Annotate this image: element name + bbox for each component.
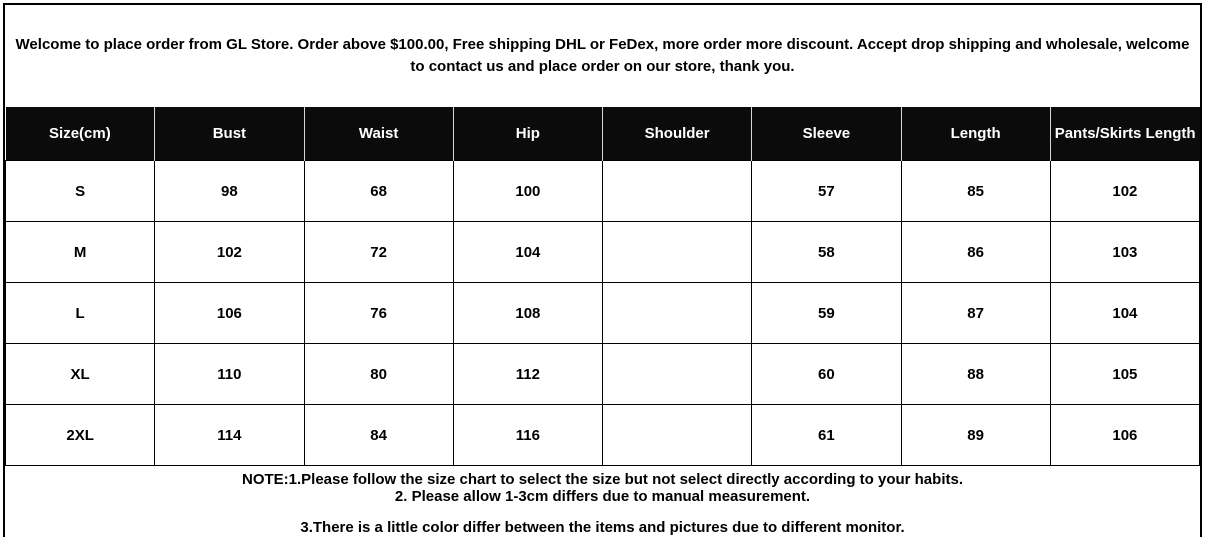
- cell-pants-skirts-length: 106: [1049, 404, 1201, 466]
- col-header-length: Length: [901, 107, 1051, 161]
- table-row-2xl: 2XL 114 84 116 61 89 106: [4, 404, 1201, 466]
- header-row: Size(cm) Bust Waist Hip Shoulder Sleeve …: [5, 107, 1200, 161]
- cell-length: 89: [900, 404, 1051, 466]
- cell-sleeve: 58: [751, 221, 902, 283]
- cell-hip: 100: [452, 160, 604, 222]
- col-header-size: Size(cm): [5, 107, 156, 161]
- table-row-l: L 106 76 108 59 87 104: [4, 282, 1201, 344]
- note-line-3: 3.There is a little color differ between…: [300, 519, 905, 536]
- cell-shoulder: [601, 343, 753, 405]
- cell-hip: 104: [452, 221, 604, 283]
- cell-size: 2XL: [4, 404, 156, 466]
- cell-size: XL: [4, 343, 156, 405]
- cell-sleeve: 57: [751, 160, 902, 222]
- cell-shoulder: [601, 160, 753, 222]
- col-header-shoulder: Shoulder: [602, 107, 753, 161]
- cell-size: S: [4, 160, 156, 222]
- cell-pants-skirts-length: 105: [1049, 343, 1201, 405]
- welcome-text: Welcome to place order from GL Store. Or…: [15, 36, 1190, 75]
- cell-sleeve: 60: [751, 343, 902, 405]
- table-row-m: M 102 72 104 58 86 103: [4, 221, 1201, 283]
- cell-pants-skirts-length: 103: [1049, 221, 1201, 283]
- cell-hip: 112: [452, 343, 604, 405]
- cell-sleeve: 61: [751, 404, 902, 466]
- cell-size: M: [4, 221, 156, 283]
- welcome-banner: Welcome to place order from GL Store. Or…: [5, 5, 1200, 107]
- col-header-hip: Hip: [453, 107, 604, 161]
- cell-shoulder: [601, 282, 753, 344]
- cell-pants-skirts-length: 104: [1049, 282, 1201, 344]
- cell-bust: 98: [154, 160, 305, 222]
- table-row-xl: XL 110 80 112 60 88 105: [4, 343, 1201, 405]
- note-line-1: NOTE:1.Please follow the size chart to s…: [241, 471, 963, 488]
- cell-shoulder: [601, 221, 753, 283]
- cell-length: 87: [900, 282, 1051, 344]
- cell-hip: 108: [452, 282, 604, 344]
- cell-waist: 76: [303, 282, 454, 344]
- cell-sleeve: 59: [751, 282, 902, 344]
- cell-waist: 68: [303, 160, 454, 222]
- cell-pants-skirts-length: 102: [1049, 160, 1201, 222]
- cell-bust: 110: [154, 343, 305, 405]
- cell-waist: 72: [303, 221, 454, 283]
- cell-shoulder: [601, 404, 753, 466]
- table-header: Size(cm) Bust Waist Hip Shoulder Sleeve …: [5, 107, 1200, 161]
- table-row-s: S 98 68 100 57 85 102: [4, 160, 1201, 222]
- cell-waist: 84: [303, 404, 454, 466]
- size-chart-table: Size(cm) Bust Waist Hip Shoulder Sleeve …: [4, 107, 1201, 466]
- col-header-bust: Bust: [154, 107, 305, 161]
- size-chart-sheet: Welcome to place order from GL Store. Or…: [3, 3, 1202, 537]
- notes-section: NOTE:1.Please follow the size chart to s…: [5, 466, 1200, 537]
- cell-bust: 106: [154, 282, 305, 344]
- cell-length: 88: [900, 343, 1051, 405]
- cell-length: 86: [900, 221, 1051, 283]
- col-header-sleeve: Sleeve: [751, 107, 902, 161]
- cell-size: L: [4, 282, 156, 344]
- cell-hip: 116: [452, 404, 604, 466]
- cell-waist: 80: [303, 343, 454, 405]
- cell-bust: 114: [154, 404, 305, 466]
- table-body: S 98 68 100 57 85 102 M 102 72 104 58 86: [4, 160, 1201, 466]
- cell-bust: 102: [154, 221, 305, 283]
- note-line-2: 2. Please allow 1-3cm differs due to man…: [394, 488, 811, 505]
- col-header-pants-skirts-length: Pants/Skirts Length: [1050, 107, 1200, 161]
- col-header-waist: Waist: [304, 107, 454, 161]
- cell-length: 85: [900, 160, 1051, 222]
